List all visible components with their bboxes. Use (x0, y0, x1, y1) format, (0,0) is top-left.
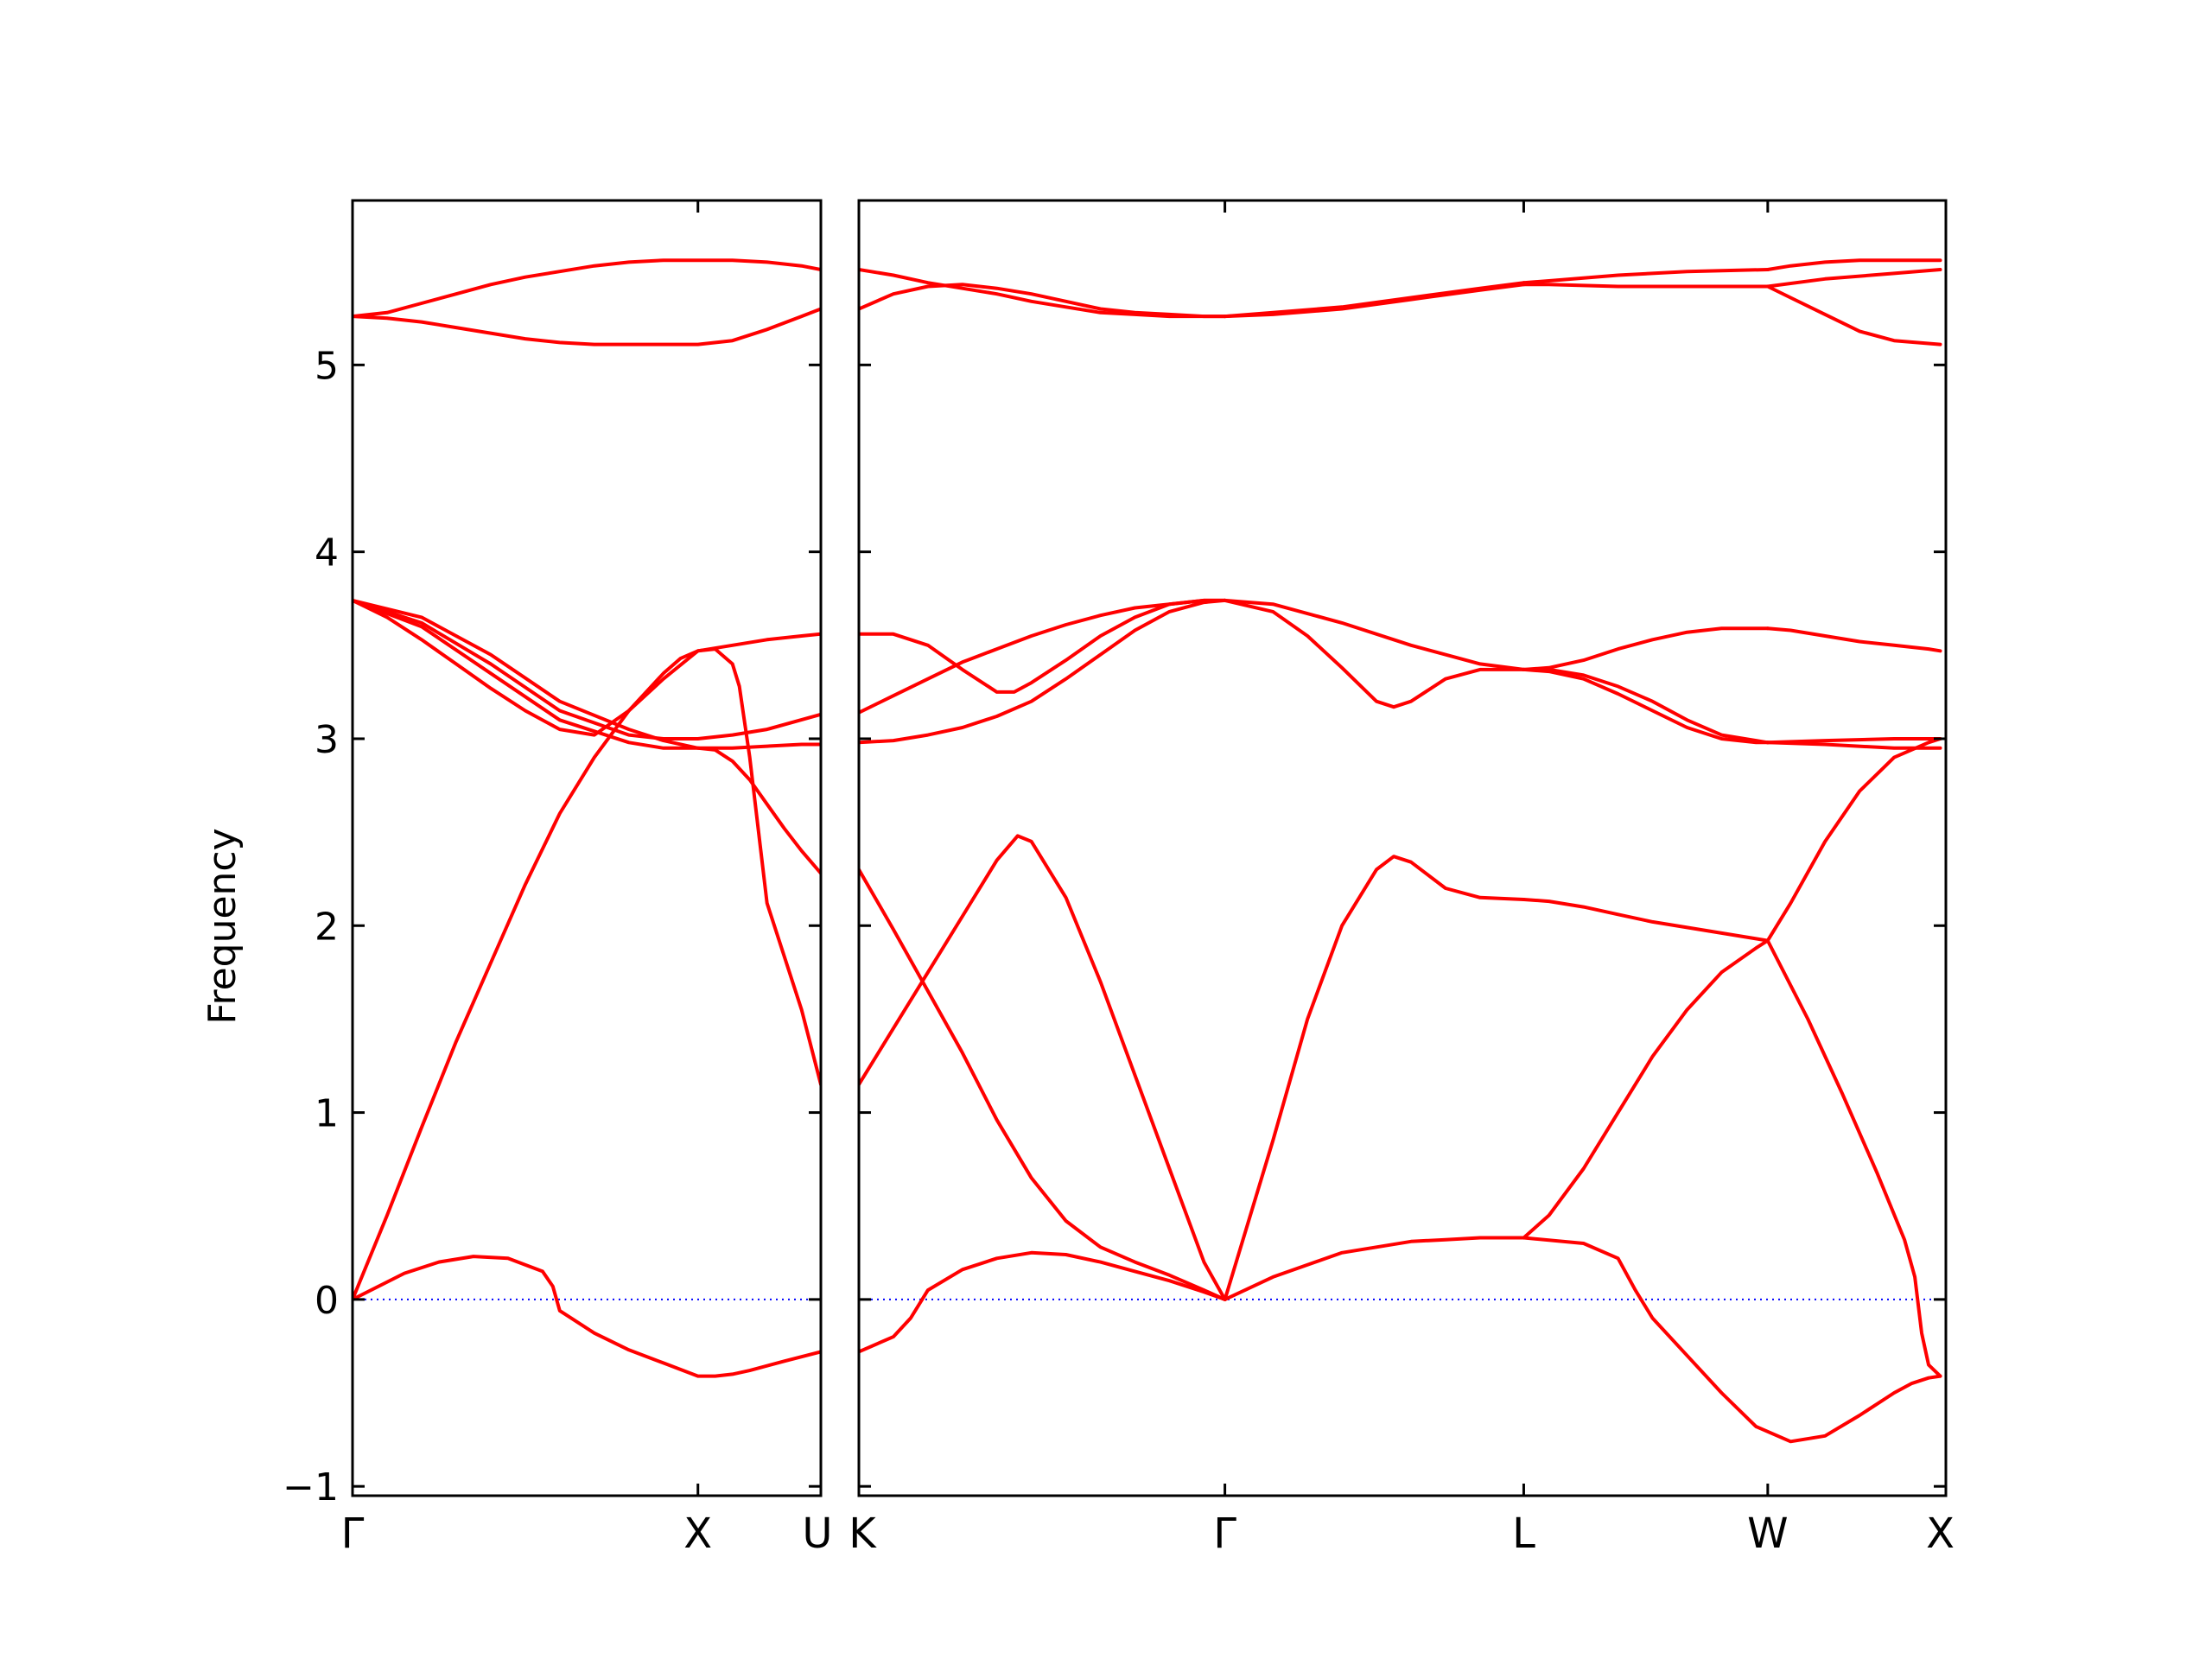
band-line-band-18 (1522, 667, 1770, 745)
band-line-band-8 (859, 283, 1227, 319)
band-line-band-30 (1765, 268, 1942, 289)
axes-frame (857, 199, 1948, 1497)
band-line-band-27 (1765, 626, 1942, 653)
band-line-band-2 (859, 868, 1227, 1301)
y-tick-label: 2 (315, 905, 339, 949)
band-line-band-24 (1765, 737, 1942, 943)
left-panel: −1 0 1 2 3 4 5 Γ X U (283, 199, 833, 1558)
y-tick-label: −1 (283, 1465, 339, 1510)
band-line-band-5 (353, 598, 821, 750)
y-tick-label: 4 (315, 531, 339, 575)
band-line-band-4 (353, 598, 821, 741)
band-line-band-7 (859, 268, 1227, 319)
x-tick-label: X (1926, 1510, 1955, 1558)
x-tick-label: Γ (1213, 1510, 1236, 1558)
band-line-band-16 (1522, 938, 1770, 1240)
band-line-band-20 (1522, 626, 1770, 671)
x-tick-label: X (683, 1510, 712, 1558)
band-line-band-6 (859, 598, 1227, 694)
y-tick-label: 3 (315, 718, 339, 762)
band-line-band-12 (1223, 598, 1526, 671)
x-tick-label: L (1512, 1510, 1535, 1558)
band-line-band-8 (353, 258, 821, 319)
band-line-band-11 (1223, 598, 1526, 709)
band-line-band-2 (353, 647, 821, 1301)
band-line-band-21 (1522, 283, 1770, 289)
band-line-band-3 (859, 834, 1227, 1301)
x-tick-label: Γ (341, 1510, 365, 1558)
band-line-band-7 (353, 307, 821, 346)
band-line-band-17 (1522, 898, 1770, 943)
band-line-band-28 (1765, 284, 1942, 346)
x-tick-label: K (849, 1510, 877, 1558)
y-tick-label: 5 (315, 344, 339, 388)
band-line-band-1 (353, 1255, 821, 1378)
band-line-band-1 (859, 1250, 1227, 1354)
band-line-band-4 (859, 598, 1227, 745)
band-line-band-29 (1765, 258, 1942, 271)
band-line-band-26 (1765, 737, 1942, 745)
band-line-band-19 (1522, 667, 1770, 745)
axes-frame (351, 199, 823, 1497)
band-line-band-9 (1223, 1236, 1526, 1301)
band-line-band-23 (1765, 938, 1942, 1378)
band-line-band-14 (1223, 281, 1526, 319)
band-line-band-25 (1765, 741, 1942, 750)
band-line-band-10 (1223, 855, 1526, 1301)
y-tick-label: 1 (315, 1092, 339, 1136)
y-tick-label: 0 (315, 1279, 339, 1323)
band-line-band-6 (353, 598, 821, 737)
x-tick-label: W (1747, 1510, 1788, 1558)
x-tick-label: U (802, 1510, 832, 1558)
band-line-band-15 (1522, 1236, 1942, 1444)
band-line-band-22 (1522, 268, 1770, 285)
y-axis-label: Frequency (200, 828, 245, 1024)
